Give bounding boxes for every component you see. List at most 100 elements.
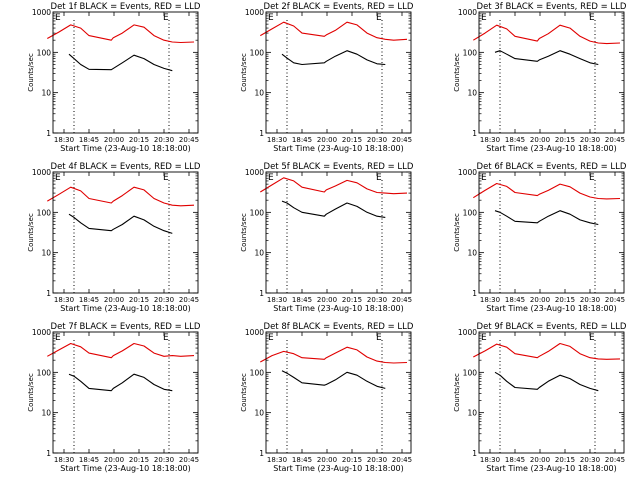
panel-7: Det 7f BLACK = Events, RED = LLD 1 10 100 10… xyxy=(27,322,201,473)
x-tick-label: 20:00 xyxy=(317,296,337,304)
x-tick-label: 20:00 xyxy=(104,136,124,144)
y-tick-label: 100 xyxy=(37,48,52,57)
y-tick-label: 10 xyxy=(254,249,264,258)
plot-frame xyxy=(478,331,625,454)
plot-frame xyxy=(478,11,625,134)
x-tick-label: 18:30 xyxy=(267,136,287,144)
event-marker: E xyxy=(376,13,382,23)
x-tick-label: 18:30 xyxy=(480,296,500,304)
y-tick-label: 10 xyxy=(254,89,264,98)
y-axis-label: Counts/sec xyxy=(453,373,461,412)
y-tick-label: 100 xyxy=(250,48,265,57)
panel-title: Det 5f BLACK = Events, RED = LLD xyxy=(264,162,414,172)
x-tick-label: 20:30 xyxy=(154,136,174,144)
event-marker: E xyxy=(376,333,382,343)
x-tick-label: 18:30 xyxy=(54,456,74,464)
panel-8: Det 8f BLACK = Events, RED = LLD 1 10 100 10… xyxy=(240,322,414,473)
panel-9: Det 9f BLACK = Events, RED = LLD 1 10 100 10… xyxy=(453,322,627,473)
y-tick-label: 1 xyxy=(259,129,264,138)
x-tick-label: 20:30 xyxy=(367,296,387,304)
event-marker: E xyxy=(55,13,61,23)
y-axis-label: Counts/sec xyxy=(27,373,35,412)
y-tick-label: 1000 xyxy=(458,168,477,177)
x-tick-label: 20:30 xyxy=(580,456,600,464)
y-tick-label: 1 xyxy=(46,289,51,298)
event-marker: E xyxy=(376,173,382,183)
event-marker: E xyxy=(163,333,169,343)
x-tick-label: 20:30 xyxy=(154,456,174,464)
events-line xyxy=(281,50,386,66)
y-tick-label: 1 xyxy=(472,289,477,298)
x-tick-label: 18:45 xyxy=(292,136,312,144)
x-tick-label: 20:15 xyxy=(129,136,149,144)
event-marker: E xyxy=(55,173,61,183)
panel-title: Det 8f BLACK = Events, RED = LLD xyxy=(264,322,414,332)
lld-line xyxy=(473,342,621,360)
x-axis-label: Start Time (23-Aug-10 18:18:00) xyxy=(486,304,617,313)
event-marker: E xyxy=(589,173,595,183)
lld-line xyxy=(260,177,408,195)
events-line xyxy=(494,371,599,392)
y-axis-label: Counts/sec xyxy=(453,53,461,92)
y-tick-label: 10 xyxy=(41,89,51,98)
y-axis-label: Counts/sec xyxy=(240,213,248,252)
x-tick-label: 20:45 xyxy=(392,136,412,144)
y-tick-label: 1 xyxy=(472,449,477,458)
x-tick-label: 20:45 xyxy=(392,296,412,304)
event-marker: E xyxy=(55,333,61,343)
x-tick-label: 18:30 xyxy=(267,456,287,464)
event-marker: E xyxy=(163,173,169,183)
y-tick-label: 1000 xyxy=(32,8,51,17)
x-tick-label: 20:45 xyxy=(605,296,625,304)
x-tick-label: 18:45 xyxy=(79,136,99,144)
x-axis-label: Start Time (23-Aug-10 18:18:00) xyxy=(60,304,191,313)
panel-title: Det 7f BLACK = Events, RED = LLD xyxy=(51,322,201,332)
lld-line xyxy=(260,346,408,364)
plot-frame xyxy=(265,171,412,294)
y-tick-label: 10 xyxy=(41,409,51,418)
x-tick-label: 18:30 xyxy=(267,296,287,304)
panel-title: Det 2f BLACK = Events, RED = LLD xyxy=(264,2,414,12)
y-tick-label: 1 xyxy=(259,289,264,298)
y-tick-label: 10 xyxy=(467,249,477,258)
x-axis-label: Start Time (23-Aug-10 18:18:00) xyxy=(60,464,191,473)
x-tick-label: 18:45 xyxy=(505,296,525,304)
panel-title: Det 4f BLACK = Events, RED = LLD xyxy=(51,162,201,172)
panel-2: Det 2f BLACK = Events, RED = LLD 1 10 100 10… xyxy=(240,2,414,153)
x-tick-label: 18:30 xyxy=(480,136,500,144)
x-tick-label: 20:15 xyxy=(129,296,149,304)
plot-frame xyxy=(478,171,625,294)
panel-3: Det 3f BLACK = Events, RED = LLD 1 10 100 10… xyxy=(453,2,627,153)
x-tick-label: 20:00 xyxy=(104,456,124,464)
y-tick-label: 1000 xyxy=(458,328,477,337)
y-axis-label: Counts/sec xyxy=(240,53,248,92)
x-tick-label: 20:45 xyxy=(179,136,199,144)
y-tick-label: 100 xyxy=(37,368,52,377)
panel-5: Det 5f BLACK = Events, RED = LLD 1 10 100 10… xyxy=(240,162,414,313)
x-tick-label: 20:45 xyxy=(392,456,412,464)
y-tick-label: 1 xyxy=(46,129,51,138)
events-line xyxy=(68,213,173,234)
event-marker: E xyxy=(589,333,595,343)
x-tick-label: 20:15 xyxy=(555,136,575,144)
y-axis-label: Counts/sec xyxy=(240,373,248,412)
y-tick-label: 1000 xyxy=(32,168,51,177)
y-tick-label: 10 xyxy=(467,89,477,98)
event-marker: E xyxy=(481,333,487,343)
panel-title: Det 9f BLACK = Events, RED = LLD xyxy=(477,322,627,332)
x-tick-label: 20:45 xyxy=(179,296,199,304)
x-tick-label: 20:15 xyxy=(555,456,575,464)
y-tick-label: 1000 xyxy=(458,8,477,17)
x-tick-label: 20:45 xyxy=(179,456,199,464)
y-tick-label: 100 xyxy=(37,208,52,217)
lld-line xyxy=(473,24,621,45)
x-tick-label: 18:30 xyxy=(54,136,74,144)
event-marker: E xyxy=(481,173,487,183)
x-axis-label: Start Time (23-Aug-10 18:18:00) xyxy=(486,464,617,473)
y-axis-label: Counts/sec xyxy=(27,53,35,92)
y-tick-label: 10 xyxy=(41,249,51,258)
plot-frame xyxy=(52,11,199,134)
plot-frame xyxy=(265,11,412,134)
x-tick-label: 20:15 xyxy=(342,456,362,464)
